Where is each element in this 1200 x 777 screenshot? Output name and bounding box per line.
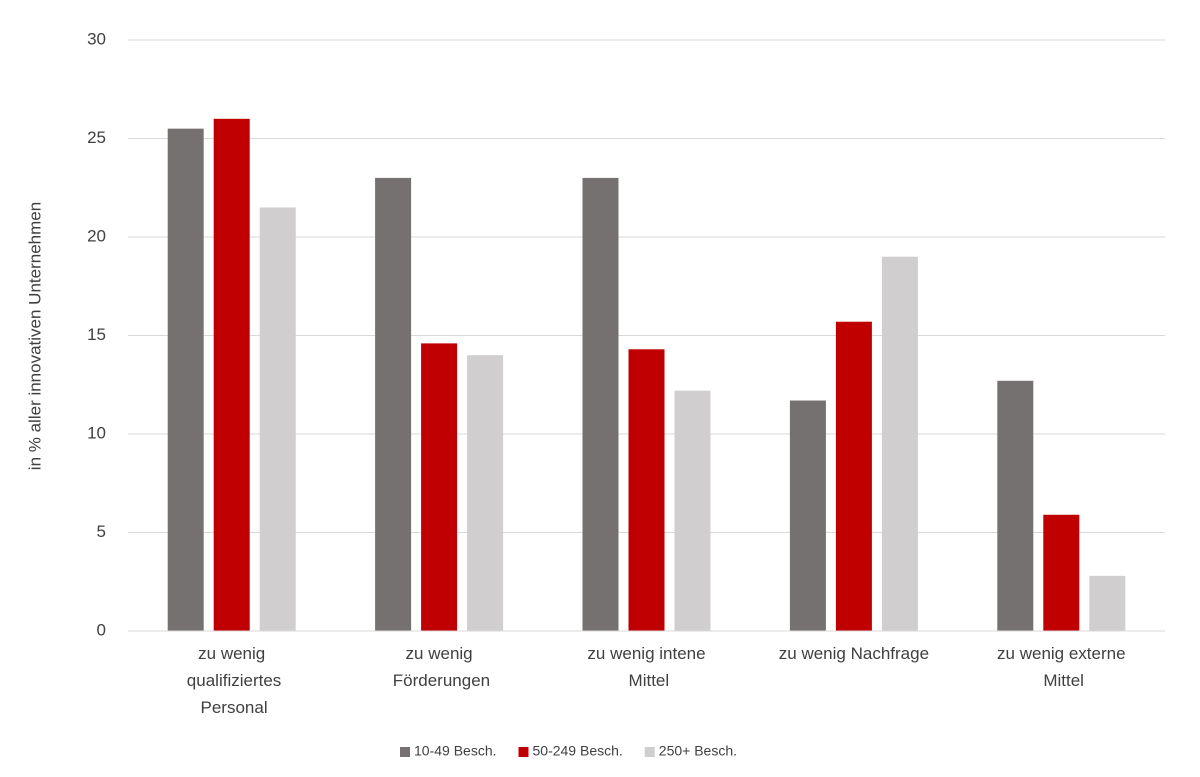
y-tick-label: 20	[87, 226, 106, 245]
bar	[259, 207, 296, 631]
bar	[628, 349, 665, 631]
bar	[167, 128, 204, 631]
bar	[674, 390, 711, 631]
y-axis-label: in % aller innovativen Unternehmen	[25, 202, 44, 470]
y-tick-label: 0	[97, 620, 106, 639]
legend-label: 50-249 Besch.	[533, 743, 623, 759]
bar	[467, 355, 504, 631]
x-tick-label: zu wenig externe Mittel	[997, 644, 1126, 690]
bar	[421, 343, 458, 631]
bar	[997, 380, 1034, 631]
bar	[375, 177, 412, 631]
legend-swatch	[518, 747, 529, 757]
y-tick-label: 10	[87, 423, 106, 442]
x-tick-label: zu wenig Förderungen	[388, 644, 490, 690]
bar	[213, 118, 250, 632]
bar	[789, 400, 826, 631]
legend-swatch	[400, 747, 410, 757]
x-tick-label: zu wenig qualifiziertes Personal	[182, 644, 281, 717]
y-tick-label: 5	[97, 522, 106, 541]
legend-label: 10-49 Besch.	[414, 743, 497, 759]
bar	[582, 177, 619, 631]
y-tick-label: 15	[87, 325, 106, 344]
y-tick-label: 25	[87, 128, 106, 147]
bar	[881, 256, 918, 631]
bar	[835, 321, 872, 631]
bar	[1043, 514, 1080, 631]
x-tick-label: zu wenig intene Mittel	[587, 644, 705, 690]
legend-swatch	[644, 747, 655, 757]
x-tick-label: zu wenig Nachfrage	[779, 644, 929, 663]
y-tick-label: 30	[87, 29, 106, 48]
legend-label: 250+ Besch.	[659, 743, 737, 759]
bar	[1089, 575, 1126, 631]
